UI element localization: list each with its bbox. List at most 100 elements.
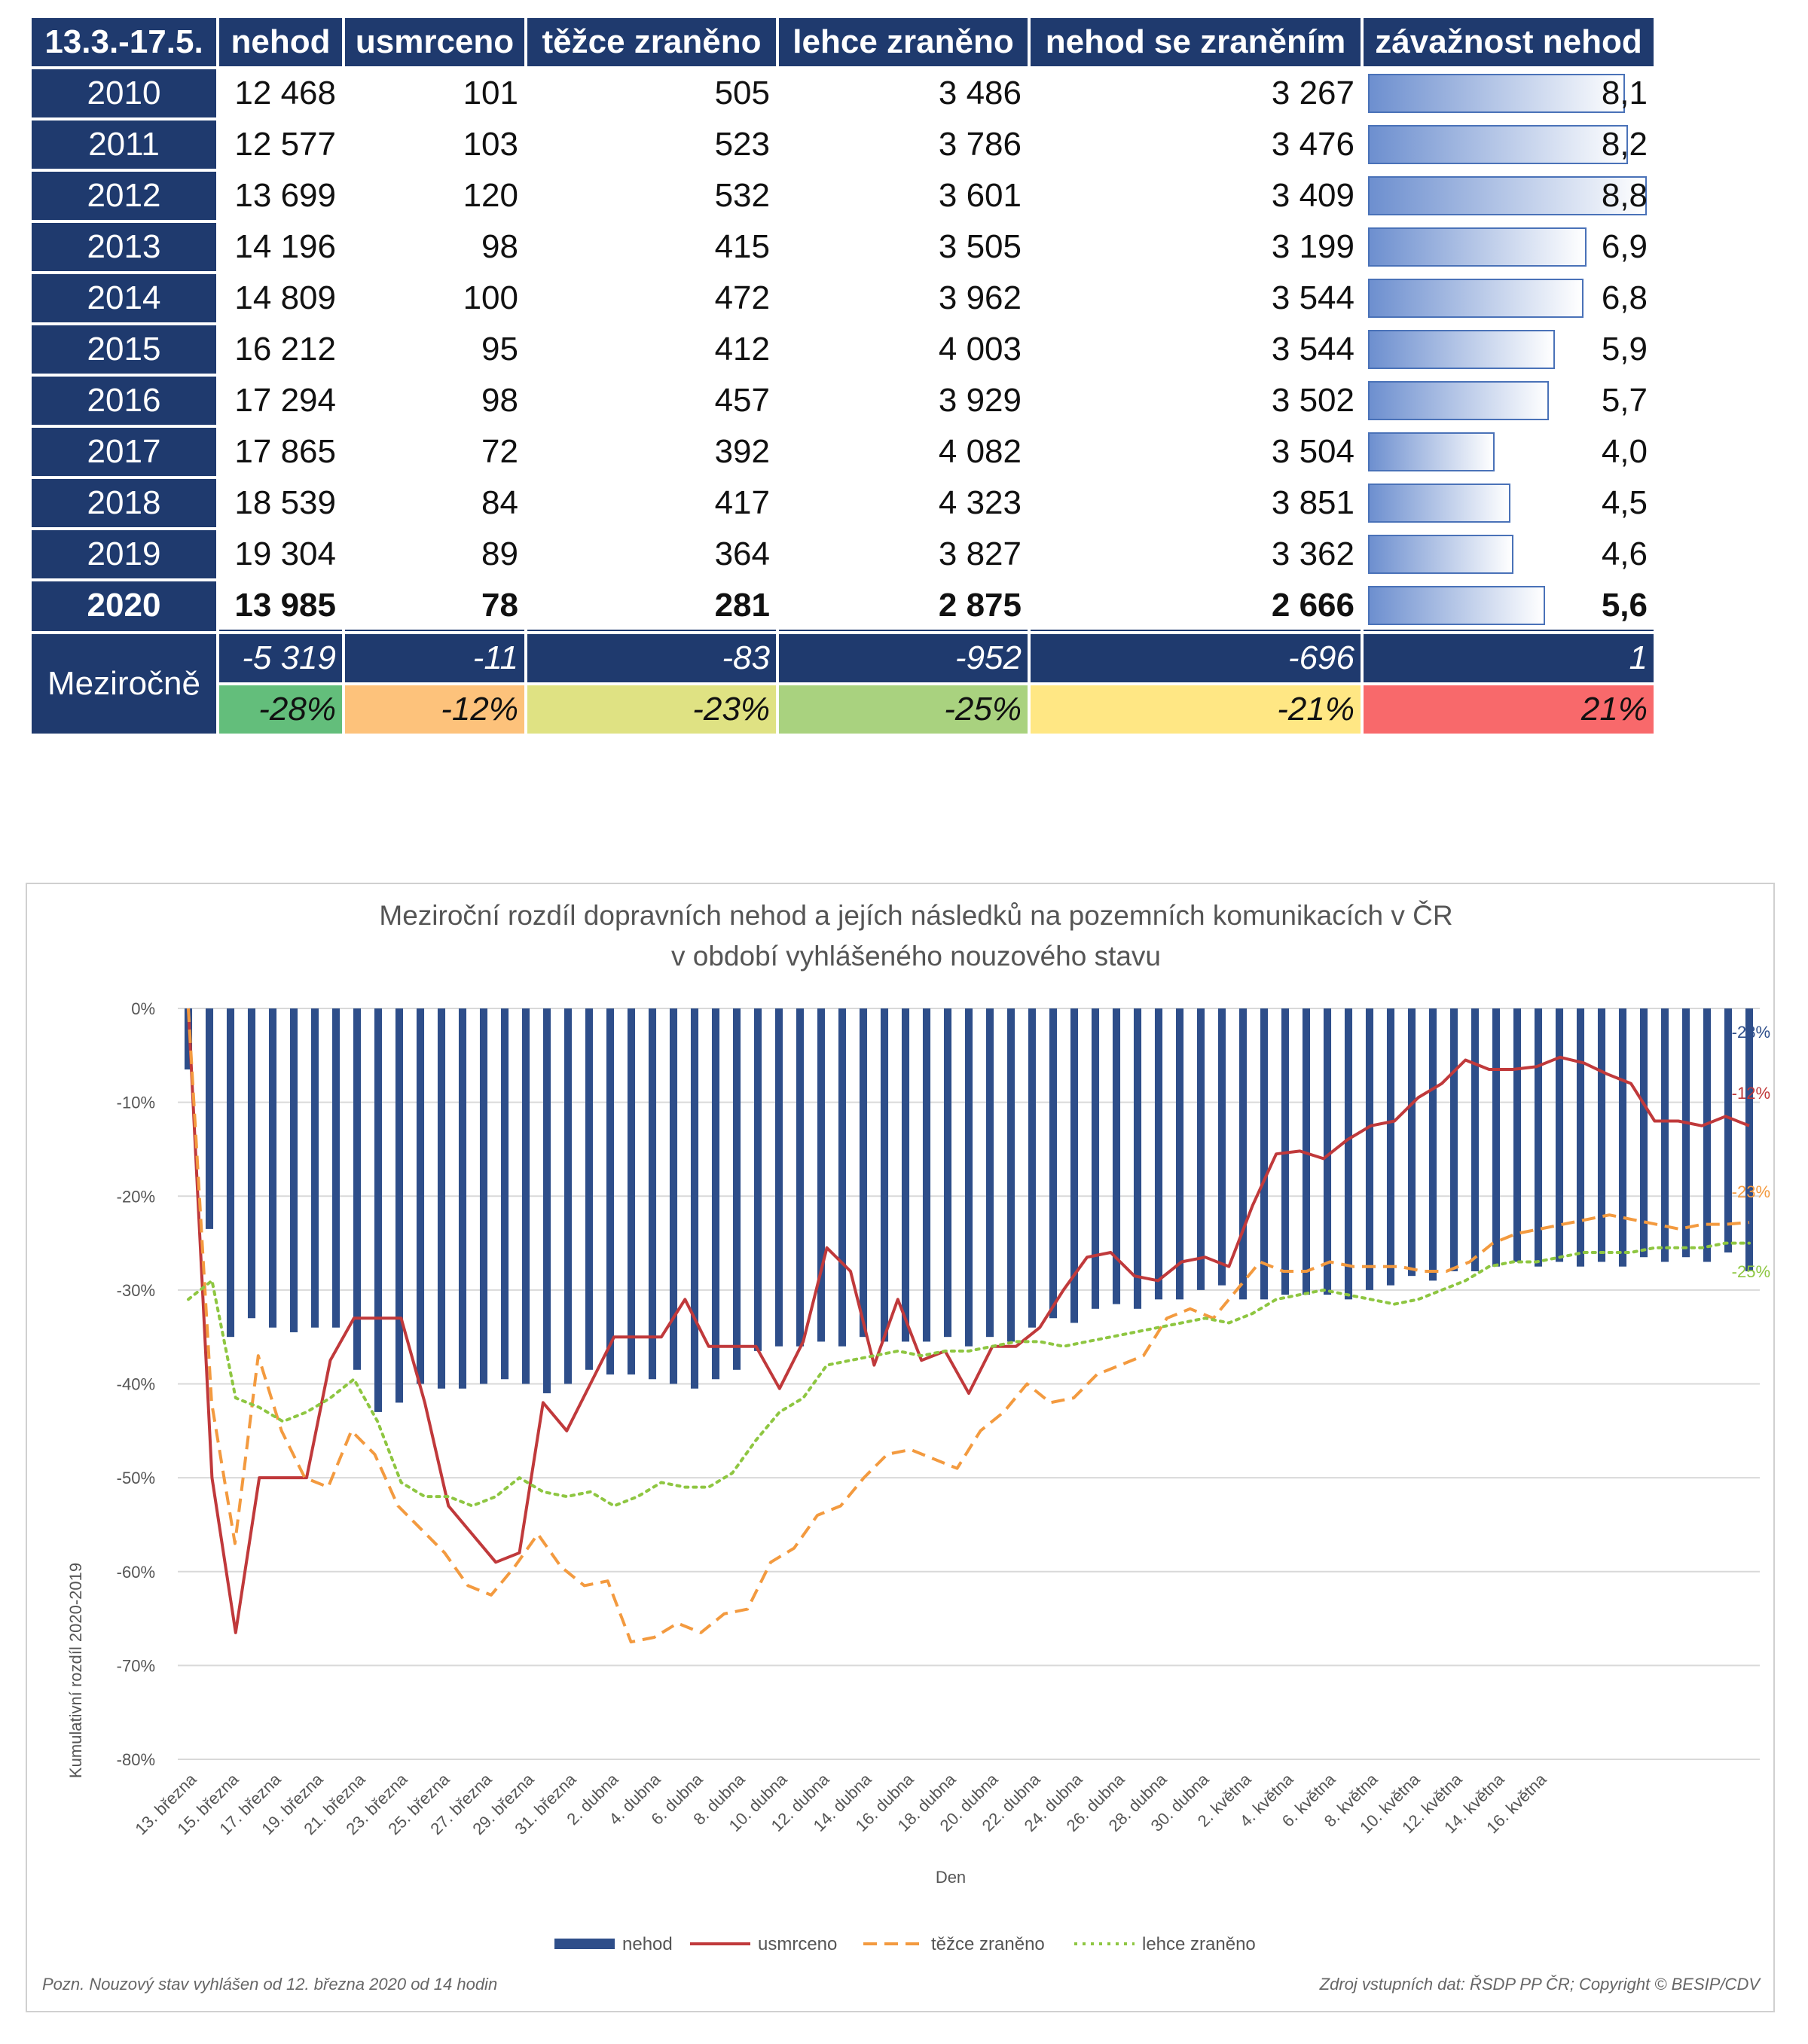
- severity-bar: [1368, 330, 1556, 369]
- end-labels: -28% -12% -23% -25%: [1732, 1023, 1770, 1281]
- cell-year: 2018: [32, 479, 216, 527]
- bar-nehod: [1154, 1008, 1163, 1300]
- bar-nehod: [1724, 1008, 1733, 1253]
- cell-tezce: 412: [527, 325, 776, 374]
- bar-nehod: [437, 1008, 446, 1389]
- cell-zraneni: 3 544: [1031, 325, 1361, 374]
- cell-lehce: 3 827: [779, 530, 1028, 578]
- bar-nehod: [247, 1008, 256, 1319]
- chart-panel: Meziroční rozdíl dopravních nehod a její…: [26, 883, 1775, 2012]
- header-nehod: nehod: [219, 18, 342, 66]
- cell-zraneni: 3 502: [1031, 377, 1361, 425]
- severity-value: 4,6: [1601, 535, 1648, 572]
- header-tezce: těžce zraněno: [527, 18, 776, 66]
- cell-usmrceno: 95: [345, 325, 524, 374]
- cell-year: 2020: [32, 581, 216, 631]
- cell-lehce: 3 786: [779, 121, 1028, 169]
- bar-nehod: [1386, 1008, 1395, 1286]
- yoy-abs-zraneni: -696: [1031, 634, 1361, 682]
- bar-nehod: [669, 1008, 678, 1384]
- bar-nehod: [1492, 1008, 1501, 1267]
- severity-bar: [1368, 176, 1647, 215]
- cell-lehce: 4 323: [779, 479, 1028, 527]
- cell-zavaznost: 4,0: [1364, 428, 1654, 476]
- cell-zavaznost: 5,6: [1364, 581, 1654, 631]
- legend-label: lehce zraněno: [1142, 1934, 1256, 1954]
- yoy-pct-zavaznost: 21%: [1364, 685, 1654, 734]
- cell-nehod: 18 539: [219, 479, 342, 527]
- cell-zavaznost: 8,2: [1364, 121, 1654, 169]
- bar-nehod: [1513, 1008, 1522, 1262]
- cell-usmrceno: 89: [345, 530, 524, 578]
- table-row-2018: 2018 18 539 84 417 4 323 3 851 4,5: [32, 479, 1654, 527]
- yoy-abs-zavaznost: 1: [1364, 634, 1654, 682]
- cell-year: 2010: [32, 69, 216, 117]
- cell-zraneni: 3 267: [1031, 69, 1361, 117]
- cell-tezce: 281: [527, 581, 776, 631]
- bar-nehod: [1703, 1008, 1712, 1262]
- cell-usmrceno: 101: [345, 69, 524, 117]
- cell-lehce: 3 929: [779, 377, 1028, 425]
- bar-nehod: [796, 1008, 805, 1347]
- header-zraneni: nehod se zraněním: [1031, 18, 1361, 66]
- bar-nehod: [458, 1008, 467, 1389]
- severity-bar: [1368, 484, 1511, 523]
- severity-bar: [1368, 535, 1514, 574]
- end-label: -12%: [1732, 1084, 1770, 1103]
- cell-tezce: 417: [527, 479, 776, 527]
- yoy-pct-lehce: -25%: [779, 685, 1028, 734]
- cell-zavaznost: 6,9: [1364, 223, 1654, 271]
- yoy-abs-lehce: -952: [779, 634, 1028, 682]
- cell-tezce: 415: [527, 223, 776, 271]
- bar-nehod: [1745, 1008, 1754, 1271]
- table-row-2010: 2010 12 468 101 505 3 486 3 267 8,1: [32, 69, 1654, 117]
- bar-nehod: [521, 1008, 530, 1384]
- y-tick-label: 0%: [131, 999, 155, 1018]
- bar-nehod: [331, 1008, 341, 1328]
- severity-bar: [1368, 227, 1587, 267]
- cell-zavaznost: 8,8: [1364, 172, 1654, 220]
- cell-usmrceno: 120: [345, 172, 524, 220]
- bar-nehod: [1555, 1008, 1564, 1262]
- header-lehce: lehce zraněno: [779, 18, 1028, 66]
- y-tick-label: -70%: [117, 1656, 155, 1675]
- cell-lehce: 2 875: [779, 581, 1028, 631]
- cell-nehod: 14 196: [219, 223, 342, 271]
- cell-usmrceno: 84: [345, 479, 524, 527]
- cell-lehce: 3 505: [779, 223, 1028, 271]
- cell-zavaznost: 8,1: [1364, 69, 1654, 117]
- bar-nehod: [542, 1008, 551, 1393]
- end-label: -25%: [1732, 1262, 1770, 1281]
- table-row-2012: 2012 13 699 120 532 3 601 3 409 8,8: [32, 172, 1654, 220]
- bar-nehod: [1597, 1008, 1606, 1262]
- severity-value: 8,2: [1601, 126, 1648, 163]
- bar-nehod: [880, 1008, 889, 1342]
- severity-bar: [1368, 586, 1546, 625]
- cell-zraneni: 3 199: [1031, 223, 1361, 271]
- table-row-2016: 2016 17 294 98 457 3 929 3 502 5,7: [32, 377, 1654, 425]
- x-axis-label: Den: [936, 1868, 966, 1887]
- bar-nehod: [838, 1008, 847, 1347]
- bar-nehod: [627, 1008, 636, 1375]
- bar-nehod: [1175, 1008, 1184, 1300]
- cell-nehod: 17 294: [219, 377, 342, 425]
- bar-nehod: [964, 1008, 973, 1347]
- yoy-pct-zraneni: -21%: [1031, 685, 1361, 734]
- cell-tezce: 472: [527, 274, 776, 322]
- cell-nehod: 12 468: [219, 69, 342, 117]
- cell-nehod: 17 865: [219, 428, 342, 476]
- cell-nehod: 13 985: [219, 581, 342, 631]
- header-usmrceno: usmrceno: [345, 18, 524, 66]
- cell-lehce: 4 003: [779, 325, 1028, 374]
- cell-tezce: 505: [527, 69, 776, 117]
- y-tick-label: -50%: [117, 1469, 155, 1487]
- cell-zavaznost: 4,6: [1364, 530, 1654, 578]
- yoy-pct-tezce: -23%: [527, 685, 776, 734]
- cell-nehod: 19 304: [219, 530, 342, 578]
- bar-nehod: [943, 1008, 952, 1338]
- severity-bar: [1368, 381, 1549, 420]
- table-row-2019: 2019 19 304 89 364 3 827 3 362 4,6: [32, 530, 1654, 578]
- bar-nehod: [563, 1008, 573, 1384]
- bar-nehod: [1091, 1008, 1100, 1309]
- bar-nehod: [1196, 1008, 1205, 1290]
